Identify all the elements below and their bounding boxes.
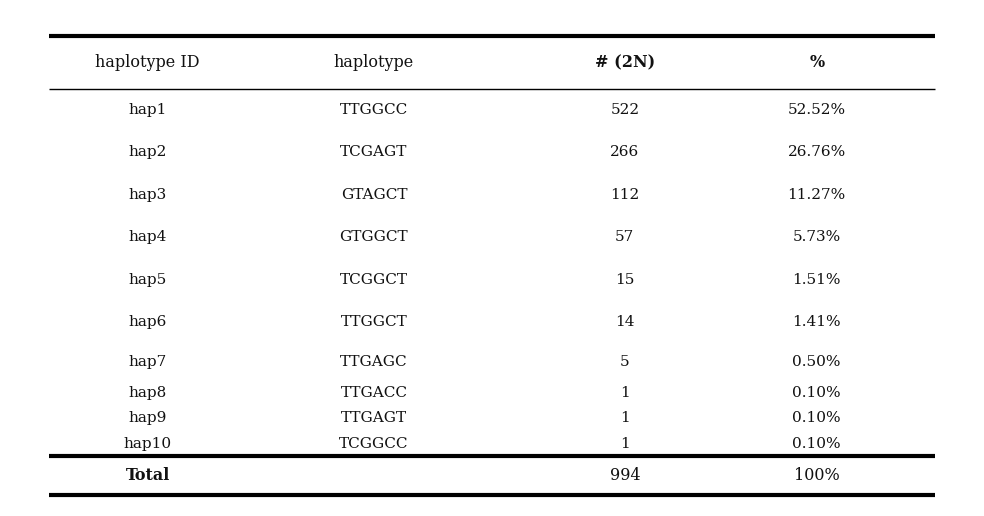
Text: 1: 1 [620,411,630,425]
Text: hap1: hap1 [129,103,166,117]
Text: 1: 1 [620,437,630,450]
Text: 0.10%: 0.10% [792,437,841,450]
Text: TTGGCC: TTGGCC [339,103,408,117]
Text: 112: 112 [610,188,640,202]
Text: hap4: hap4 [129,230,166,244]
Text: TTGAGC: TTGAGC [340,354,407,368]
Text: hap6: hap6 [129,315,166,329]
Text: 26.76%: 26.76% [787,146,846,159]
Text: 0.50%: 0.50% [792,354,841,368]
Text: hap8: hap8 [129,386,166,400]
Text: 266: 266 [610,146,640,159]
Text: hap7: hap7 [129,354,166,368]
Text: 5.73%: 5.73% [792,230,841,244]
Text: hap9: hap9 [129,411,166,425]
Text: 994: 994 [609,467,641,485]
Text: TTGACC: TTGACC [340,386,407,400]
Text: 1: 1 [620,386,630,400]
Text: 5: 5 [620,354,630,368]
Text: 1.51%: 1.51% [792,272,841,286]
Text: 57: 57 [615,230,635,244]
Text: TCGAGT: TCGAGT [340,146,407,159]
Text: # (2N): # (2N) [594,54,655,71]
Text: GTAGCT: GTAGCT [340,188,407,202]
Text: 14: 14 [615,315,635,329]
Text: TCGGCT: TCGGCT [339,272,408,286]
Text: haplotype ID: haplotype ID [95,54,200,71]
Text: 522: 522 [610,103,640,117]
Text: hap5: hap5 [129,272,166,286]
Text: Total: Total [126,467,169,485]
Text: TTGGCT: TTGGCT [340,315,407,329]
Text: hap10: hap10 [124,437,171,450]
Text: haplotype: haplotype [334,54,414,71]
Text: GTGGCT: GTGGCT [339,230,408,244]
Text: hap2: hap2 [129,146,166,159]
Text: 11.27%: 11.27% [787,188,846,202]
Text: 15: 15 [615,272,635,286]
Text: TTGAGT: TTGAGT [340,411,407,425]
Text: 100%: 100% [794,467,839,485]
Text: 1.41%: 1.41% [792,315,841,329]
Text: 0.10%: 0.10% [792,411,841,425]
Text: 0.10%: 0.10% [792,386,841,400]
Text: %: % [809,54,825,71]
Text: hap3: hap3 [129,188,166,202]
Text: TCGGCC: TCGGCC [339,437,408,450]
Text: 52.52%: 52.52% [787,103,846,117]
